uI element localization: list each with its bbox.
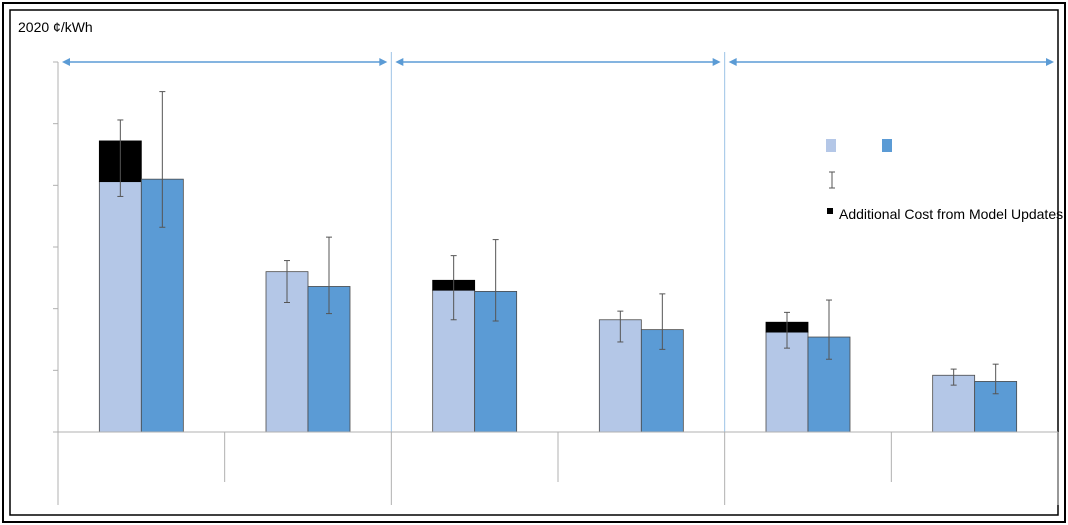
section-arrow-left-head [728, 58, 737, 66]
bar-2020 [765, 331, 809, 433]
legend-additional-label: Additional Cost from Model Updates [839, 206, 1063, 222]
legend-swatch-2020 [826, 139, 836, 152]
section-arrow-left-head [62, 58, 70, 66]
bar-2021 [974, 381, 1018, 433]
inner-border [9, 9, 1059, 516]
y-axis [53, 61, 59, 433]
section-arrow-left-head [395, 58, 404, 66]
section-arrow-right-head [1046, 58, 1054, 66]
legend-swatch-2021 [882, 139, 892, 152]
section-layer [62, 52, 1054, 432]
y-axis-unit-label: 2020 ¢/kWh [18, 19, 93, 35]
x-axis [57, 431, 1059, 505]
bar-2020 [98, 181, 142, 433]
legend-swatch-additional [827, 208, 833, 214]
bars-layer [98, 91, 1018, 433]
section-arrow-right-head [712, 58, 721, 66]
legend: Additional Cost from Model Updates [826, 139, 1063, 222]
section-arrow-right-head [379, 58, 388, 66]
